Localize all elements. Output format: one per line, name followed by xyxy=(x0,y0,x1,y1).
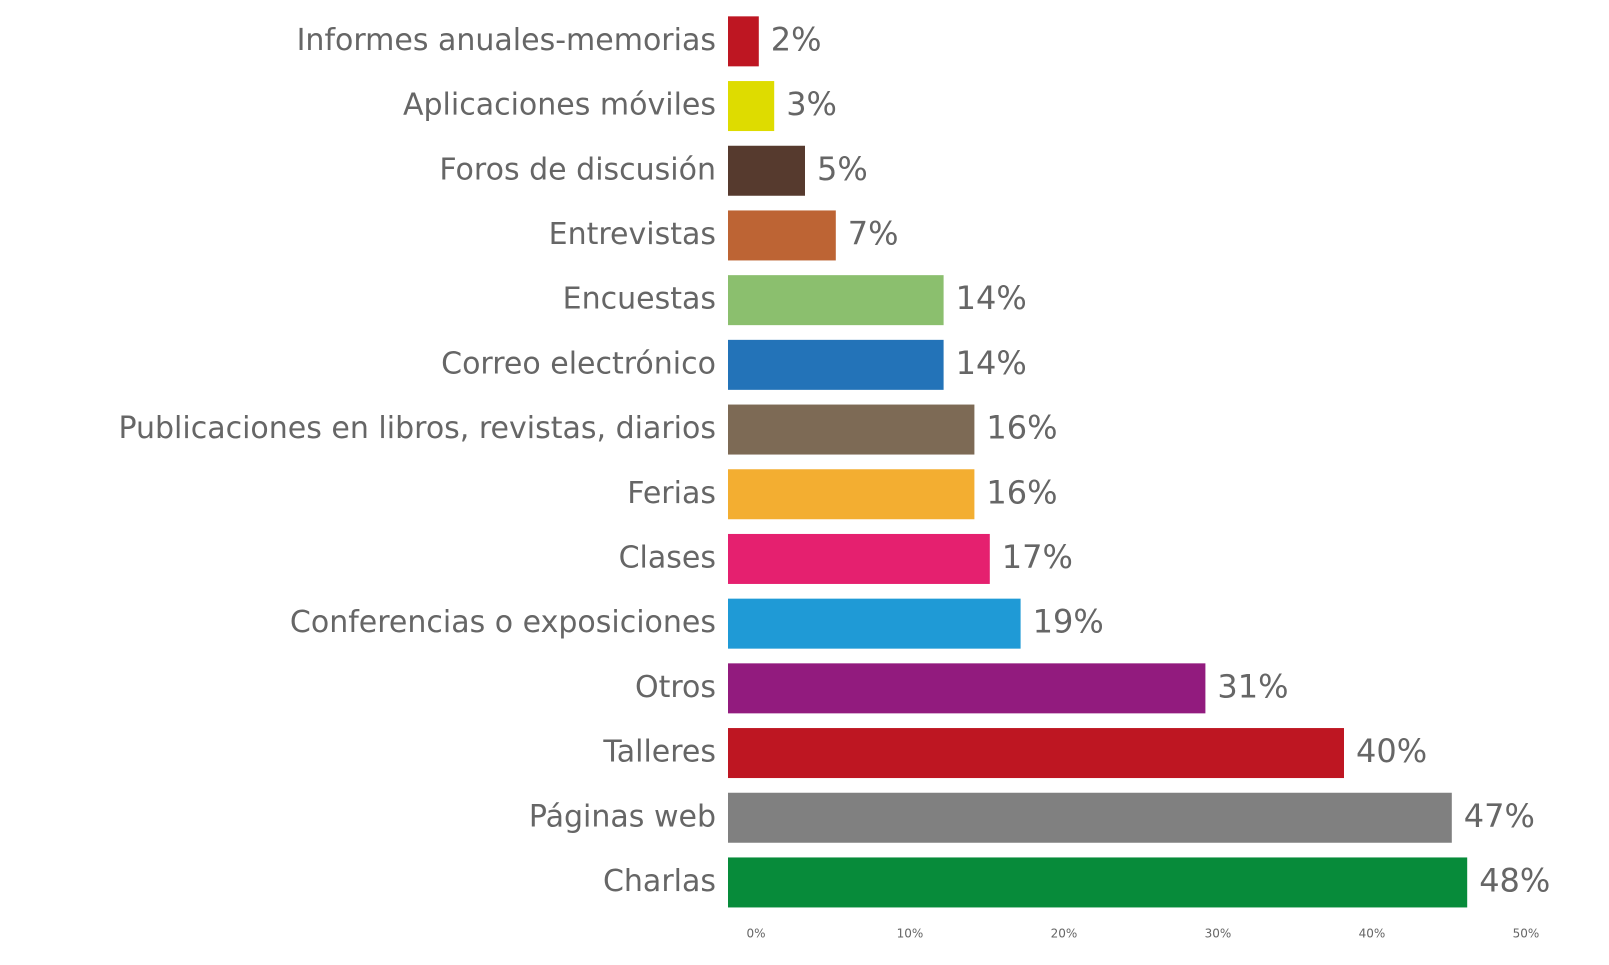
category-label: Conferencias o exposiciones xyxy=(290,605,716,640)
x-tick-label: 20% xyxy=(1051,927,1078,941)
bar xyxy=(728,728,1344,779)
bar xyxy=(728,598,1021,649)
value-label: 16% xyxy=(986,409,1057,447)
bar xyxy=(728,857,1468,908)
bar xyxy=(728,210,836,261)
bar xyxy=(728,663,1206,714)
value-label: 17% xyxy=(1002,538,1073,576)
x-tick-label: 40% xyxy=(1359,927,1386,941)
category-label: Otros xyxy=(635,670,716,705)
value-label: 16% xyxy=(986,473,1057,511)
bar xyxy=(728,339,944,390)
value-label: 14% xyxy=(956,279,1027,317)
bar xyxy=(728,16,759,67)
x-tick-label: 0% xyxy=(746,927,765,941)
value-label: 31% xyxy=(1217,667,1288,705)
category-label: Talleres xyxy=(602,735,716,770)
category-label: Ferias xyxy=(627,476,716,511)
category-label: Informes anuales-memorias xyxy=(297,23,716,58)
value-label: 40% xyxy=(1356,732,1427,770)
bar xyxy=(728,404,975,455)
category-label: Charlas xyxy=(603,864,716,899)
category-label: Foros de discusión xyxy=(439,152,716,187)
value-label: 14% xyxy=(956,344,1027,382)
value-label: 48% xyxy=(1479,861,1550,899)
bar xyxy=(728,792,1452,843)
value-label: 7% xyxy=(848,214,899,252)
bar xyxy=(728,81,775,132)
x-tick-label: 10% xyxy=(897,927,924,941)
category-label: Clases xyxy=(619,540,716,575)
value-label: 2% xyxy=(771,20,822,58)
category-label: Correo electrónico xyxy=(441,346,716,381)
bar xyxy=(728,145,805,196)
category-label: Entrevistas xyxy=(549,217,716,252)
x-tick-label: 30% xyxy=(1205,927,1232,941)
bar xyxy=(728,469,975,520)
value-label: 19% xyxy=(1033,603,1104,641)
value-label: 47% xyxy=(1464,797,1535,835)
category-label: Publicaciones en libros, revistas, diari… xyxy=(118,411,716,446)
x-tick-label: 50% xyxy=(1513,927,1540,941)
value-label: 3% xyxy=(786,85,837,123)
category-label: Páginas web xyxy=(529,799,716,834)
category-label: Encuestas xyxy=(563,282,716,317)
category-label: Aplicaciones móviles xyxy=(403,88,716,123)
value-label: 5% xyxy=(817,150,868,188)
bar xyxy=(728,275,944,326)
bar xyxy=(728,533,990,584)
